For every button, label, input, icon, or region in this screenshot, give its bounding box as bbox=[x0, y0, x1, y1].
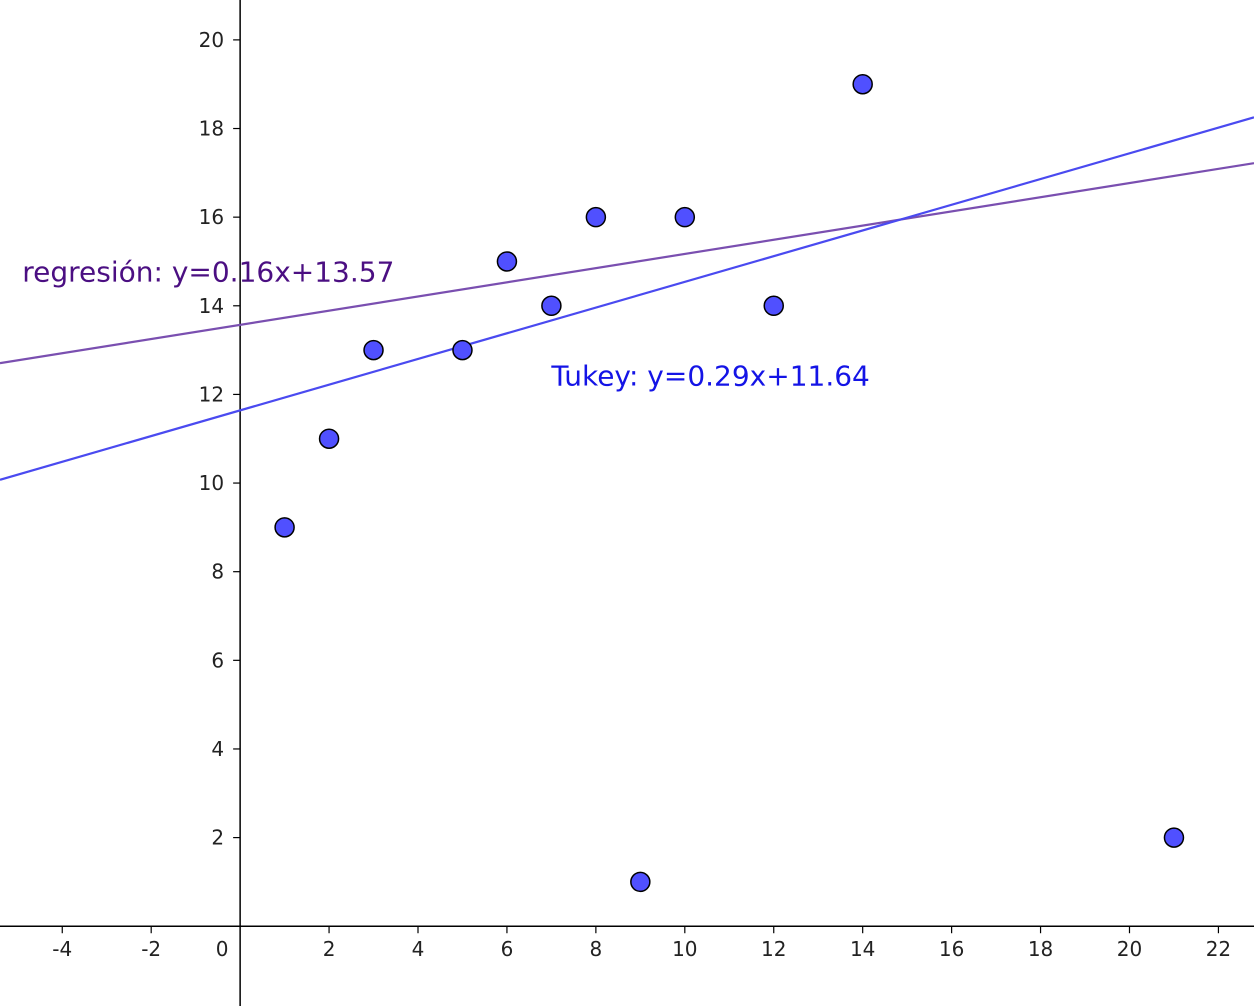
y-tick-label: 4 bbox=[211, 737, 224, 761]
line-labels: regresión: y=0.16x+13.57 Tukey: y=0.29x+1… bbox=[22, 255, 870, 392]
data-point bbox=[496, 251, 518, 272]
x-tick-label: 10 bbox=[672, 937, 697, 961]
x-tick-label: 2 bbox=[323, 937, 336, 961]
x-tick-label: 18 bbox=[1028, 937, 1053, 961]
data-point bbox=[630, 871, 651, 893]
y-tick-label: 16 bbox=[199, 205, 224, 229]
y-tick-label: 20 bbox=[199, 28, 224, 52]
fit-lines bbox=[0, 116, 1254, 481]
x-tick-label: 16 bbox=[939, 937, 964, 961]
data-point bbox=[363, 339, 384, 361]
data-point bbox=[585, 206, 607, 228]
x-tick-label: 12 bbox=[761, 937, 786, 961]
tukey-label: Tukey: y=0.29x+11.64 bbox=[550, 360, 869, 393]
regression-label: regresión: y=0.16x+13.57 bbox=[22, 255, 394, 288]
x-tick-label: 4 bbox=[412, 937, 425, 961]
tukey-line bbox=[0, 116, 1254, 481]
x-tick-label: 14 bbox=[850, 937, 875, 961]
x-tick-label: 8 bbox=[590, 937, 603, 961]
x-tick-label: 6 bbox=[501, 937, 514, 961]
data-point bbox=[452, 339, 473, 361]
data-point bbox=[318, 428, 340, 449]
y-tick-label: 6 bbox=[211, 648, 224, 672]
y-tick-label: 10 bbox=[199, 471, 224, 495]
x-tick-label: 20 bbox=[1117, 937, 1142, 961]
y-tick-label: 18 bbox=[199, 117, 224, 141]
x-tick-label: 0 bbox=[216, 937, 229, 961]
data-point bbox=[674, 206, 696, 228]
data-point bbox=[541, 295, 562, 317]
y-tick-label: 8 bbox=[211, 560, 224, 584]
y-tick-label: 2 bbox=[211, 826, 224, 850]
x-tick-label: -2 bbox=[141, 937, 161, 961]
data-point bbox=[1163, 827, 1185, 848]
x-tick-label: 22 bbox=[1206, 937, 1231, 961]
regression-line bbox=[0, 162, 1254, 365]
data-points bbox=[274, 73, 1185, 893]
data-point bbox=[763, 295, 784, 317]
x-tick-label: -4 bbox=[52, 937, 72, 961]
data-point bbox=[852, 73, 873, 95]
data-point bbox=[274, 517, 295, 538]
y-tick-label: 14 bbox=[199, 294, 224, 318]
y-tick-label: 12 bbox=[199, 382, 224, 406]
